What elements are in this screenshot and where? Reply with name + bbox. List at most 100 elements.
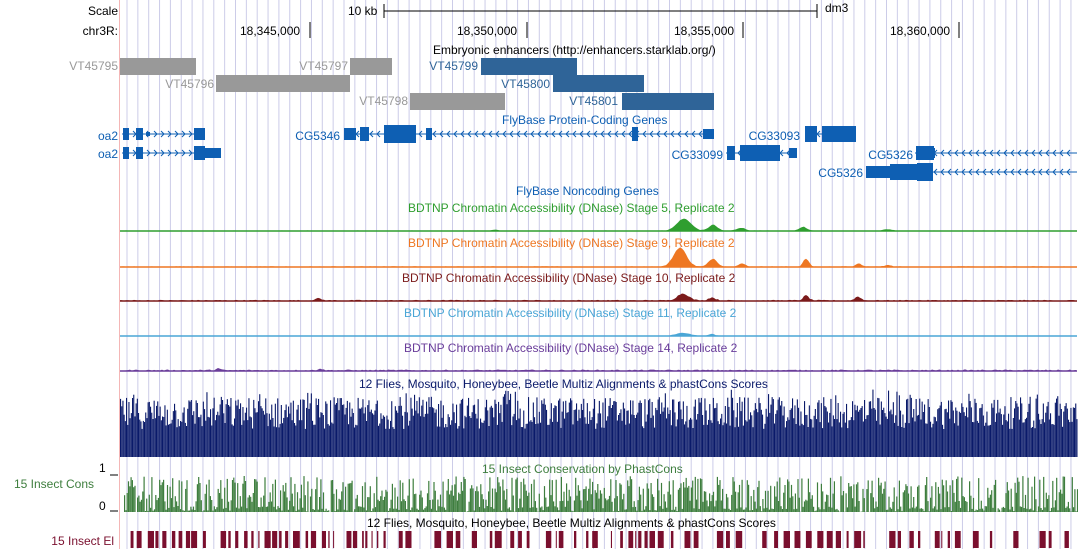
cons-bar bbox=[680, 483, 682, 512]
multiz-bar bbox=[1029, 396, 1031, 457]
multiz-bar bbox=[1020, 397, 1022, 457]
enhancer-label[interactable]: VT45799 bbox=[429, 59, 478, 73]
gene-exon bbox=[136, 128, 143, 140]
cons-bar bbox=[416, 508, 418, 512]
cons-bar bbox=[413, 494, 416, 512]
multiz-bar bbox=[951, 401, 953, 457]
multiz-bar bbox=[858, 411, 860, 457]
multiz-bar bbox=[692, 428, 694, 457]
cons-bar bbox=[1010, 488, 1012, 512]
gene-label[interactable]: oa2 bbox=[97, 147, 118, 161]
coding-genes-track-title[interactable]: FlyBase Protein-Coding Genes bbox=[502, 113, 668, 127]
multiz-bar bbox=[241, 424, 243, 457]
dnase-stage5-title[interactable]: BDTNP Chromatin Accessibility (DNase) St… bbox=[408, 201, 735, 215]
multiz-bar bbox=[1021, 403, 1023, 457]
cons-bar bbox=[884, 481, 886, 512]
gene-label[interactable]: CG5346 bbox=[295, 129, 340, 143]
cons-side-label[interactable]: 15 Insect Cons bbox=[13, 477, 94, 491]
dnase-stage10-title[interactable]: BDTNP Chromatin Accessibility (DNase) St… bbox=[402, 271, 736, 285]
enhancer-label[interactable]: VT45800 bbox=[501, 77, 550, 91]
gene-label[interactable]: oa2 bbox=[97, 129, 118, 143]
multiz-bar bbox=[878, 398, 880, 457]
dnase-stage9-title[interactable]: BDTNP Chromatin Accessibility (DNase) St… bbox=[408, 236, 735, 250]
multiz-bar bbox=[868, 401, 870, 457]
cons-track-title[interactable]: 15 Insect Conservation by PhastCons bbox=[482, 462, 683, 476]
multiz-bar bbox=[800, 411, 802, 457]
cons-bar bbox=[894, 511, 897, 512]
cons-bar bbox=[577, 485, 579, 512]
multiz-bar bbox=[290, 402, 292, 457]
cons-bar bbox=[1027, 477, 1029, 512]
cons-bar bbox=[1054, 500, 1056, 512]
strand-arrow bbox=[523, 130, 528, 138]
enhancers-track-title[interactable]: Embryonic enhancers (http://enhancers.st… bbox=[433, 43, 716, 57]
cons-bar bbox=[932, 508, 934, 512]
cons-bar bbox=[801, 478, 803, 512]
gene-label[interactable]: CG5326 bbox=[818, 166, 863, 180]
gene-label[interactable]: CG33099 bbox=[671, 148, 723, 162]
multiz-bar bbox=[610, 408, 612, 457]
cons-bar bbox=[433, 482, 435, 512]
multiz-bar bbox=[402, 415, 404, 457]
cons-bar bbox=[255, 479, 257, 512]
dnase-stage14-title[interactable]: BDTNP Chromatin Accessibility (DNase) St… bbox=[404, 341, 738, 355]
elements-side-label[interactable]: 15 Insect El bbox=[51, 534, 114, 548]
cons-bar bbox=[593, 509, 595, 512]
multiz-track-title[interactable]: 12 Flies, Mosquito, Honeybee, Beetle Mul… bbox=[359, 377, 768, 391]
multiz-bar bbox=[829, 412, 831, 457]
conserved-element bbox=[574, 531, 577, 548]
cons-bar bbox=[1022, 476, 1024, 512]
multiz-bar bbox=[388, 428, 390, 457]
elements-track-title[interactable]: 12 Flies, Mosquito, Honeybee, Beetle Mul… bbox=[367, 516, 776, 530]
cons-bar bbox=[963, 497, 965, 512]
cons-bar bbox=[757, 487, 759, 512]
cons-bar bbox=[291, 493, 293, 512]
multiz-bar bbox=[898, 395, 900, 457]
enhancer-label[interactable]: VT45797 bbox=[299, 59, 348, 73]
cons-bar bbox=[767, 490, 769, 512]
cons-bar bbox=[276, 509, 278, 512]
multiz-bar bbox=[566, 412, 568, 457]
cons-bar bbox=[287, 509, 289, 512]
multiz-bar bbox=[955, 407, 957, 457]
multiz-bar bbox=[132, 398, 134, 457]
cons-bar bbox=[845, 493, 847, 512]
enhancer-label[interactable]: VT45795 bbox=[69, 59, 118, 73]
multiz-bar bbox=[482, 423, 484, 457]
cons-bar bbox=[937, 486, 939, 512]
cons-bar bbox=[637, 500, 639, 512]
cons-bar bbox=[657, 478, 659, 512]
cons-bar bbox=[621, 499, 624, 512]
cons-bar bbox=[378, 501, 380, 512]
multiz-bar bbox=[676, 419, 678, 457]
multiz-bar bbox=[504, 394, 506, 457]
strand-arrow bbox=[656, 130, 661, 138]
cons-bar bbox=[727, 497, 729, 512]
dnase-stage11-title[interactable]: BDTNP Chromatin Accessibility (DNase) St… bbox=[404, 306, 737, 320]
enhancer-label[interactable]: VT45798 bbox=[359, 94, 408, 108]
gene-label[interactable]: CG5326 bbox=[868, 148, 913, 162]
cons-bar bbox=[488, 491, 490, 512]
cons-bar bbox=[312, 509, 314, 512]
cons-bar bbox=[464, 479, 466, 512]
multiz-bar bbox=[1052, 424, 1054, 457]
cons-bar bbox=[138, 495, 140, 512]
multiz-bar bbox=[349, 402, 351, 457]
strand-arrow bbox=[1059, 168, 1064, 176]
cons-bar bbox=[623, 493, 625, 512]
cons-bar bbox=[624, 509, 626, 512]
noncoding-genes-track-title[interactable]: FlyBase Noncoding Genes bbox=[516, 184, 659, 198]
strand-arrow bbox=[975, 149, 980, 157]
multiz-bar bbox=[164, 405, 166, 457]
enhancer-label[interactable]: VT45801 bbox=[569, 94, 618, 108]
cons-bar bbox=[1032, 510, 1034, 512]
cons-bar bbox=[485, 499, 487, 512]
multiz-bar bbox=[602, 402, 604, 457]
gene-label[interactable]: CG33093 bbox=[748, 129, 800, 143]
multiz-bar bbox=[693, 406, 695, 457]
conserved-element bbox=[251, 531, 254, 548]
multiz-bar bbox=[757, 412, 759, 457]
enhancer-label[interactable]: VT45796 bbox=[165, 77, 214, 91]
